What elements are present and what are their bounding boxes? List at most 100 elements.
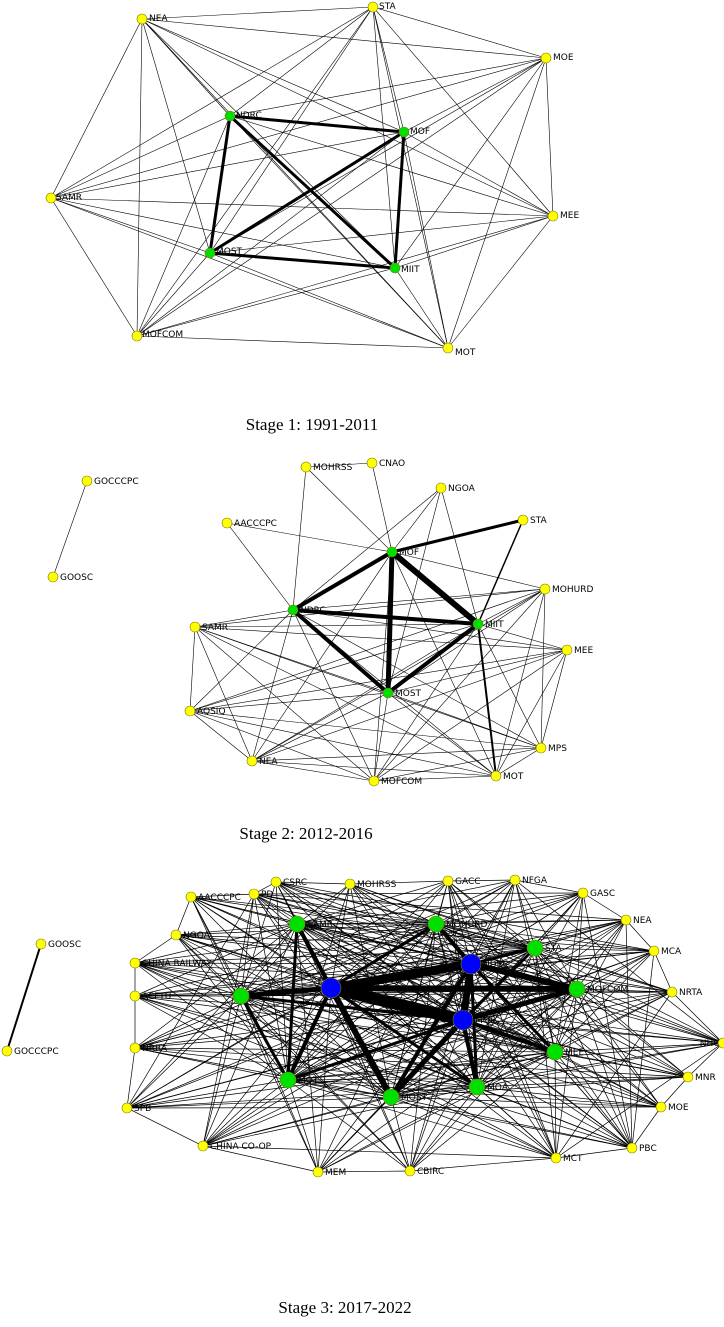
node-label: NDRC (236, 111, 262, 121)
edge-moe-samr (50, 57, 547, 199)
node-layer: GOCCCPC GOOSC MOHRSS CNAO NGOA AACCCPC STA MOF M… (47, 457, 593, 787)
edge-samr-mof (296, 923, 464, 1021)
node-label: NDRC (300, 606, 326, 616)
edge-nea-mee (141, 18, 554, 217)
node-marker (389, 262, 401, 274)
edge-aqsiq-nea (189, 710, 253, 762)
edge-nea-pbc (625, 919, 633, 1149)
node-ndrc: NDRC (224, 110, 262, 122)
node-label: MEE (565, 1048, 584, 1058)
edge-mohrss-gacc (349, 880, 449, 885)
node-china-co-op: CHINA CO-OP (197, 1140, 272, 1152)
edge-mem-moa (317, 1086, 478, 1173)
edge-ndrc-mofcom (136, 115, 231, 337)
node-marker (129, 957, 141, 969)
edge-miit-mot (286, 987, 333, 1081)
node-most: MOST (382, 687, 422, 699)
node-marker (382, 687, 394, 699)
edge-nea-most (141, 18, 211, 254)
edge-sta-mofcom (136, 6, 374, 337)
node-marker (535, 742, 547, 754)
edge-mofcom-ndrc (292, 609, 375, 782)
edge-gasc-pbc (582, 892, 633, 1149)
node-marker (1, 1045, 13, 1057)
edge-china-railway-miit (134, 962, 332, 989)
edge-sta-moa (476, 947, 536, 1088)
edge-ngoa-mof (391, 487, 442, 553)
node-ndrc: NDRC (460, 953, 509, 975)
node-label: STA (379, 2, 397, 12)
edge-china-railway-ndrc (134, 962, 472, 965)
node-marker (568, 980, 586, 998)
edge-miit-mps (240, 985, 332, 999)
edge-ndrc-mee (469, 962, 557, 1054)
edge-mof-mot (287, 1018, 464, 1082)
edge-mof-mee (462, 1018, 556, 1054)
edge-mca-samr (296, 923, 655, 952)
edge-mohrss-samr (296, 883, 351, 925)
node-marker (35, 938, 47, 950)
edge-china-co-op-miit (202, 987, 332, 1147)
node-label: CBIRC (417, 1167, 444, 1177)
edge-mee-mps (540, 649, 568, 749)
edge-nea-mofcom (251, 760, 375, 782)
node-marker (129, 990, 141, 1002)
node-marker (577, 887, 589, 899)
edge-china-railway-mohurd (134, 923, 437, 964)
edge-samr-mee (50, 197, 554, 217)
edge-mem-china-co-op (202, 1145, 319, 1173)
node-marker (452, 1009, 474, 1031)
edge-aacccpc-mohurd (190, 896, 437, 925)
node-label: MEM (325, 1168, 346, 1178)
edge-nrra-mps (134, 995, 242, 1049)
edge-mnr-most (390, 1076, 689, 1098)
node-marker (561, 644, 573, 656)
edge-nhc-mnr (687, 1042, 724, 1078)
panel-stage-1: NEA STA MOE NDRC MOF SAMR MEE MOST MIIT MOFCOM MOT… (45, 1, 579, 434)
node-gasc: GASC (577, 887, 615, 899)
node-label: NGOA (183, 931, 211, 941)
edge-nrra-samr (134, 923, 298, 1049)
node-marker (539, 583, 551, 595)
edge-most-mot (209, 252, 449, 349)
node-marker (517, 514, 529, 526)
edge-moe-ndrc (229, 57, 547, 117)
node-nea: NEA (620, 914, 652, 926)
edge-mca-ndrc (470, 950, 655, 965)
node-nrra: NRRA (129, 1042, 168, 1054)
edge-mofcom-mot (373, 775, 497, 782)
edge-china-co-op-mps (202, 995, 242, 1147)
edge-mee-mofcom (373, 649, 568, 782)
edge-samr-miit (50, 197, 396, 269)
edge-nfga-mohurd (435, 879, 516, 925)
edge-mot-most (387, 692, 497, 777)
edge-gacc-nfga (447, 879, 516, 882)
node-label: GOCCCPC (94, 477, 139, 487)
edge-nfga-mee (514, 879, 556, 1053)
edge-gocccpc-goosc (52, 480, 88, 578)
node-marker (47, 571, 59, 583)
edge-china-co-op-spb (126, 1107, 204, 1147)
edge-nea-mot (287, 919, 627, 1081)
node-marker (367, 1, 379, 13)
edge-pbc-mot (287, 1079, 633, 1149)
node-label: MOF (475, 1016, 495, 1026)
edge-nea-samr (50, 18, 143, 199)
edge-mee-miit (477, 623, 568, 651)
edge-mee-aqsiq (189, 649, 568, 712)
node-ndrc: NDRC (287, 604, 326, 616)
panel-stage-3: PD CSRC MOHRSS GACC NFGA GASC AACCCPC NEA GOOSC N… (1, 874, 724, 1317)
edge-acftu-mohurd (134, 923, 437, 997)
node-marker (382, 1088, 400, 1106)
edge-aqsiq-miit (189, 623, 479, 712)
node-marker (224, 110, 236, 122)
node-label: NRTA (679, 988, 703, 998)
node-label: MNR (695, 1073, 716, 1083)
edge-pd-samr (253, 893, 298, 925)
edge-nfga-nhc (514, 879, 724, 1044)
edge-mofcom-mot (136, 335, 449, 349)
edge-mohrss-ndrc (292, 466, 307, 611)
node-gacc: GACC (442, 875, 481, 887)
edge-ngoa-aacccpc (175, 896, 192, 936)
node-mofcom: MOFCOM (368, 775, 422, 787)
